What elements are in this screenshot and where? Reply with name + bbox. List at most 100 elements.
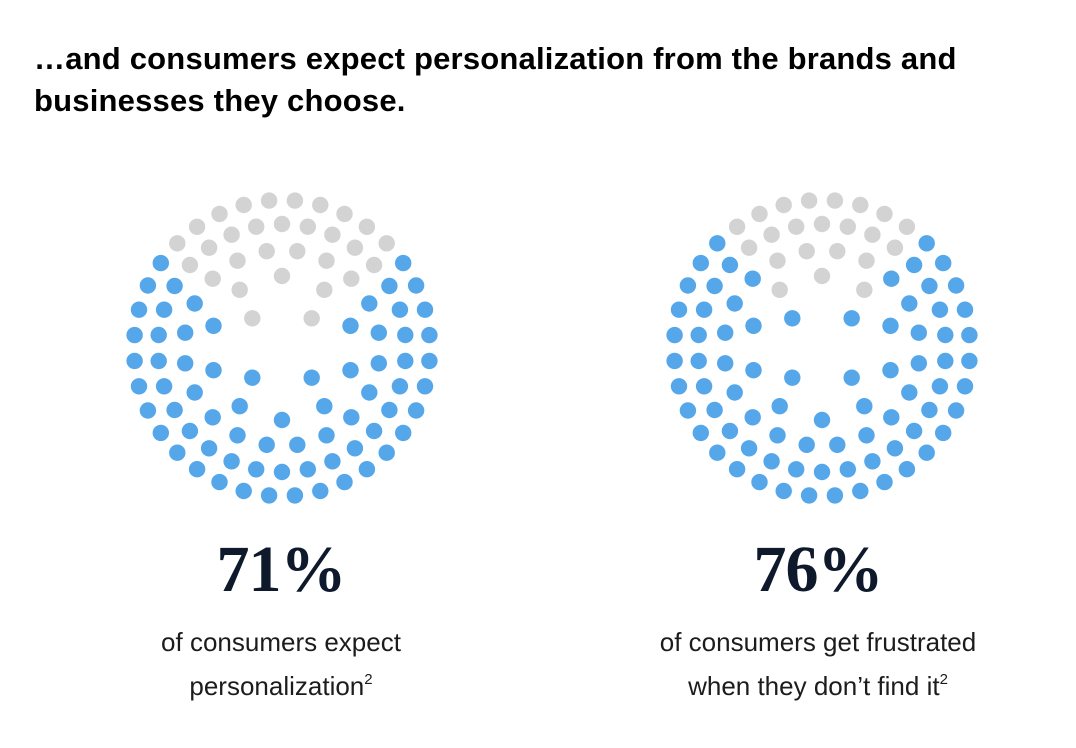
filled-dot <box>843 310 860 327</box>
empty-dot <box>324 226 341 243</box>
empty-dot <box>829 243 846 260</box>
filled-dot <box>365 422 383 440</box>
filled-dot <box>343 409 360 426</box>
filled-dot <box>745 362 762 379</box>
filled-dot <box>188 461 206 478</box>
filled-dot <box>728 461 746 478</box>
caption-line-2: personalization <box>189 671 365 701</box>
filled-dot <box>260 487 278 504</box>
filled-dot <box>905 422 923 440</box>
dot-chart-frustrated <box>666 192 978 504</box>
filled-dot <box>882 362 899 379</box>
filled-dot <box>839 461 856 478</box>
filled-dot <box>901 295 918 312</box>
empty-dot <box>303 310 320 327</box>
filled-dot <box>303 369 320 386</box>
filled-dot <box>947 402 965 419</box>
empty-dot <box>289 243 306 260</box>
filled-dot <box>166 401 183 419</box>
filled-dot <box>361 384 378 401</box>
empty-dot <box>886 239 904 256</box>
filled-dot <box>126 326 143 344</box>
filled-dot <box>769 427 786 444</box>
empty-dot <box>273 215 291 233</box>
filled-dot <box>905 256 923 274</box>
caption-line-2: when they don’t find it <box>688 671 940 701</box>
filled-dot <box>286 487 304 504</box>
filled-dot <box>204 409 221 426</box>
filled-dot <box>318 427 335 444</box>
empty-dot <box>312 196 329 214</box>
filled-dot <box>745 317 762 334</box>
filled-dot <box>813 463 831 481</box>
empty-dot <box>728 218 746 235</box>
empty-dot <box>740 239 758 256</box>
filled-dot <box>706 401 723 419</box>
filled-dot <box>258 436 275 453</box>
filled-dot <box>177 324 194 341</box>
filled-dot <box>381 401 398 419</box>
filled-dot <box>784 310 801 327</box>
filled-dot <box>244 369 261 386</box>
empty-dot <box>231 281 248 298</box>
filled-dot <box>139 277 157 294</box>
filled-dot <box>370 355 387 372</box>
empty-dot <box>260 192 278 209</box>
filled-dot <box>798 436 815 453</box>
filled-dot <box>391 378 409 395</box>
filled-dot <box>395 424 412 442</box>
empty-dot <box>346 239 364 256</box>
filled-dot <box>883 270 900 287</box>
filled-dot <box>856 398 873 415</box>
filled-dot <box>937 326 954 344</box>
caption-line-1: of consumers expect <box>161 627 401 657</box>
filled-dot <box>918 235 935 252</box>
empty-dot <box>800 192 818 209</box>
filled-dot <box>200 440 218 457</box>
empty-dot <box>813 215 831 233</box>
filled-dot <box>886 440 904 457</box>
filled-dot <box>726 384 743 401</box>
empty-dot <box>876 205 893 223</box>
stat-caption-expect: of consumers expect personalization2 <box>41 620 521 708</box>
filled-dot <box>205 362 222 379</box>
filled-dot <box>695 378 713 395</box>
empty-dot <box>211 205 228 223</box>
filled-dot <box>361 295 378 312</box>
filled-dot <box>717 324 734 341</box>
filled-dot <box>784 369 801 386</box>
filled-dot <box>150 326 167 344</box>
filled-dot <box>690 326 707 344</box>
filled-dot <box>740 440 758 457</box>
filled-dot <box>358 461 376 478</box>
filled-dot <box>370 324 387 341</box>
empty-dot <box>204 270 221 287</box>
filled-dot <box>155 378 173 395</box>
filled-dot <box>961 326 978 344</box>
filled-dot <box>935 424 952 442</box>
empty-dot <box>244 310 261 327</box>
filled-dot <box>155 301 173 318</box>
filled-dot <box>205 317 222 334</box>
filled-dot <box>931 301 949 318</box>
filled-dot <box>721 422 739 440</box>
filled-dot <box>231 398 248 415</box>
filled-dot <box>937 352 954 370</box>
empty-dot <box>864 226 881 243</box>
filled-dot <box>299 461 316 478</box>
filled-dot <box>130 378 148 395</box>
filled-dot <box>666 352 683 370</box>
filled-dot <box>407 402 425 419</box>
filled-dot <box>882 317 899 334</box>
filled-dot <box>709 235 726 252</box>
footnote-marker: 2 <box>364 671 373 689</box>
filled-dot <box>883 409 900 426</box>
filled-dot <box>864 453 881 470</box>
filled-dot <box>416 301 434 318</box>
filled-dot <box>166 277 183 295</box>
filled-dot <box>126 352 143 370</box>
filled-dot <box>248 461 265 478</box>
filled-dot <box>788 461 805 478</box>
caption-line-1: of consumers get frustrated <box>659 627 977 657</box>
filled-dot <box>763 453 780 470</box>
